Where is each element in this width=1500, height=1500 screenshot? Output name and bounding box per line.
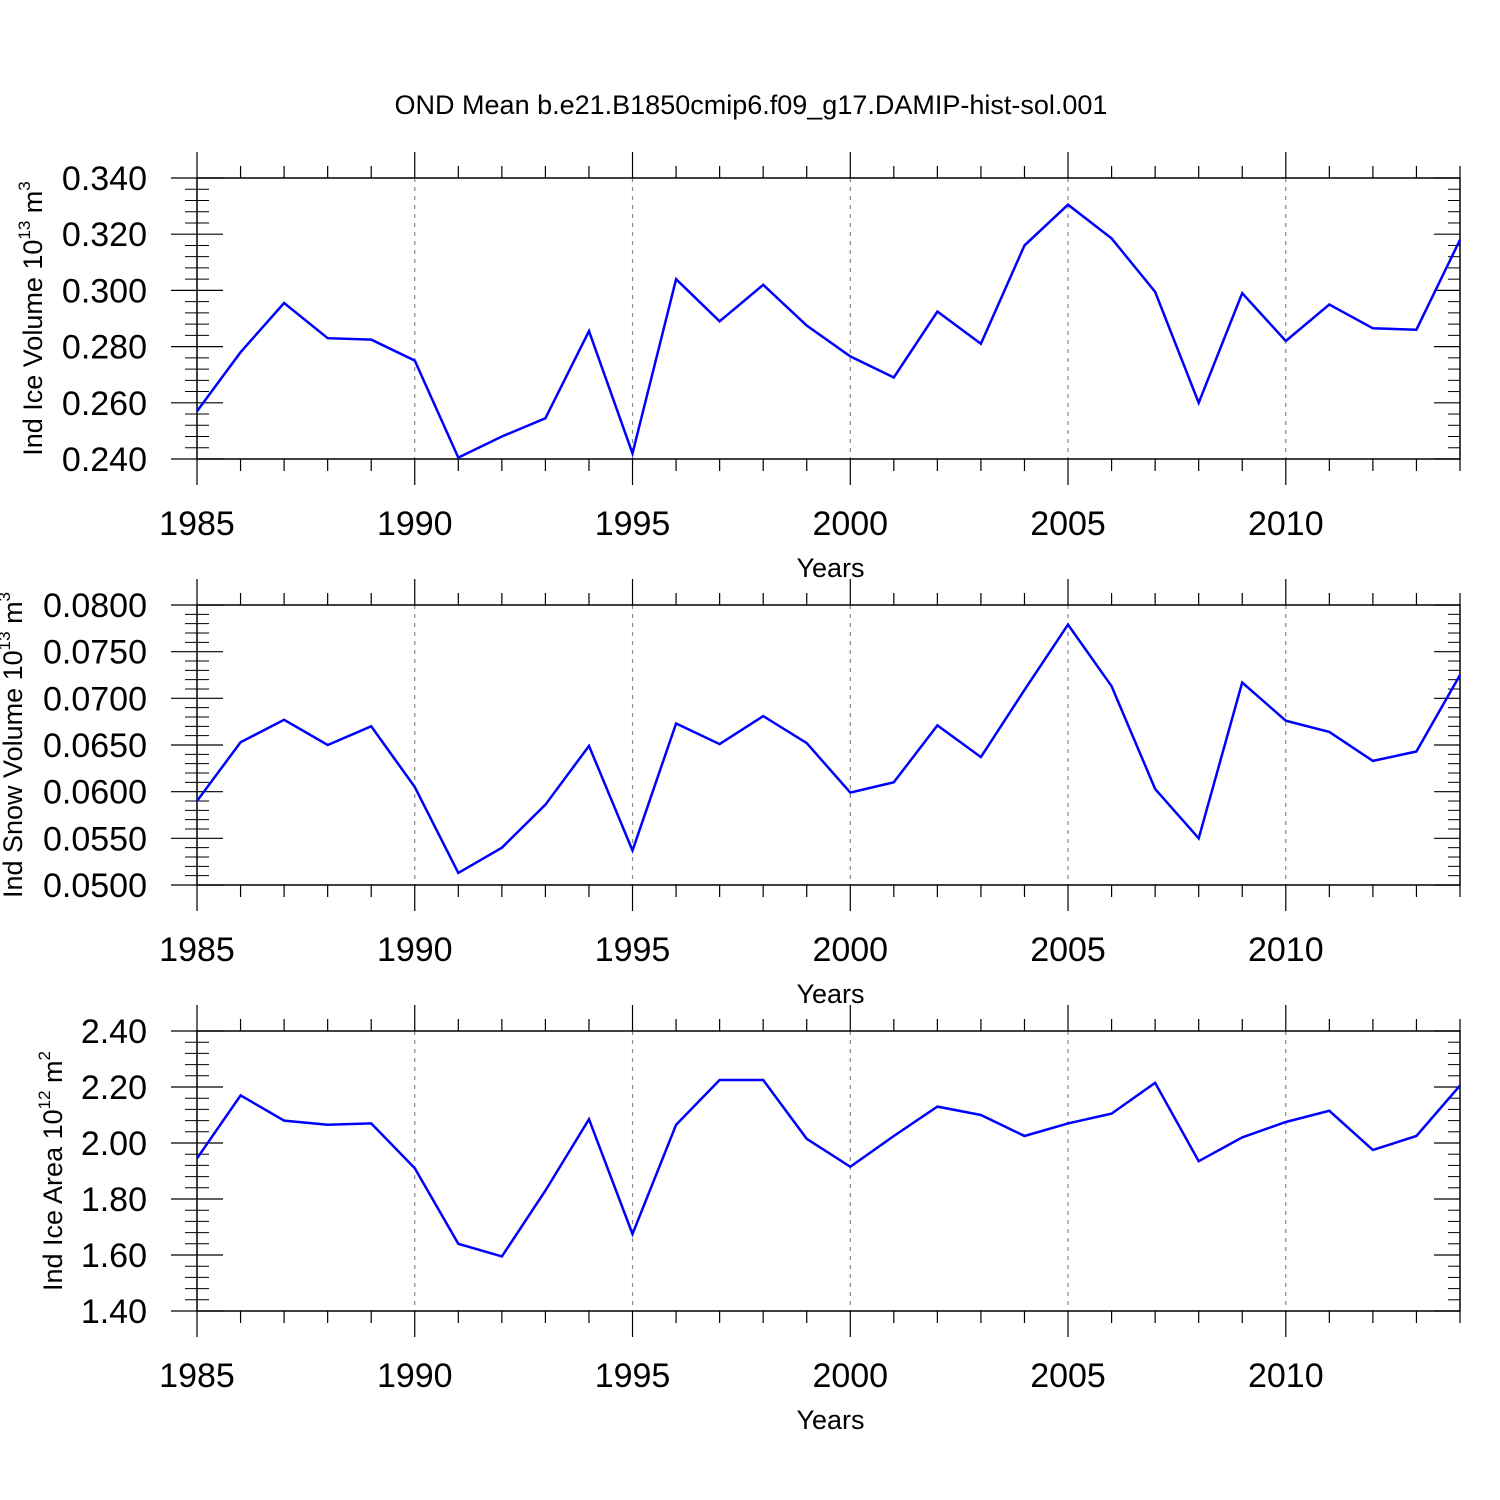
plot-frame bbox=[196, 604, 1461, 886]
x-tick-label: 1985 bbox=[159, 931, 235, 969]
x-tick-label: 1985 bbox=[159, 1357, 235, 1395]
y-tick-label: 2.40 bbox=[81, 1013, 147, 1051]
x-tick-label: 1990 bbox=[377, 931, 453, 969]
y-tick-label: 1.60 bbox=[81, 1237, 147, 1275]
x-tick-label: 2000 bbox=[812, 931, 888, 969]
chart-panel-3: 1.40 1.60 1.80 2.00 2.20 2.40 1985 1990 1995 2000… bbox=[35, 1005, 1461, 1435]
chart-panel-1: 0.240 0.260 0.280 0.300 0.320 0.340 1985 1990 19… bbox=[15, 152, 1462, 583]
x-tick-label: 2000 bbox=[812, 505, 888, 543]
series-line bbox=[195, 1078, 1461, 1258]
y-tick-label: 0.0800 bbox=[43, 587, 147, 625]
x-tick-label: 2010 bbox=[1248, 1357, 1324, 1395]
y-tick-label: 0.0600 bbox=[43, 774, 147, 812]
y-tick-label: 1.40 bbox=[81, 1293, 147, 1331]
x-axis-label: Years bbox=[796, 553, 864, 583]
y-tick-label: 0.0500 bbox=[43, 867, 147, 905]
x-axis-label: Years bbox=[796, 1405, 864, 1435]
x-tick-label: 1995 bbox=[595, 931, 671, 969]
x-tick-label: 2000 bbox=[812, 1357, 888, 1395]
x-tick-label: 1985 bbox=[159, 505, 235, 543]
x-tick-label: 2005 bbox=[1030, 505, 1106, 543]
y-tick-label: 0.0550 bbox=[43, 820, 147, 858]
y-axis-label: Ind Snow Volume 1013 m3 bbox=[0, 592, 28, 898]
x-tick-label: 1995 bbox=[595, 1357, 671, 1395]
x-tick-label: 2005 bbox=[1030, 931, 1106, 969]
y-tick-label: 0.260 bbox=[62, 385, 147, 423]
y-tick-label: 0.0750 bbox=[43, 634, 147, 672]
x-tick-label: 1990 bbox=[377, 1357, 453, 1395]
figure-title: OND Mean b.e21.B1850cmip6.f09_g17.DAMIP-… bbox=[395, 90, 1108, 120]
chart-panel-2: 0.0500 0.0550 0.0600 0.0650 0.0700 0.0750 0.08… bbox=[0, 579, 1462, 1009]
plot-frame bbox=[196, 1030, 1461, 1312]
y-tick-label: 1.80 bbox=[81, 1181, 147, 1219]
y-tick-label: 0.320 bbox=[62, 216, 147, 254]
x-axis-label: Years bbox=[796, 979, 864, 1009]
plot-frame bbox=[196, 177, 1461, 460]
x-tick-label: 1995 bbox=[595, 505, 671, 543]
y-tick-label: 0.0650 bbox=[43, 727, 147, 765]
y-tick-label: 0.300 bbox=[62, 272, 147, 310]
x-tick-label: 2010 bbox=[1248, 931, 1324, 969]
y-axis-label: Ind Ice Volume 1013 m3 bbox=[15, 181, 48, 456]
series-line bbox=[195, 622, 1462, 875]
y-tick-label: 0.240 bbox=[62, 441, 147, 479]
y-tick-label: 2.00 bbox=[81, 1125, 147, 1163]
series-line bbox=[195, 203, 1462, 460]
y-tick-label: 0.280 bbox=[62, 329, 147, 367]
x-tick-label: 2005 bbox=[1030, 1357, 1106, 1395]
x-tick-label: 2010 bbox=[1248, 505, 1324, 543]
x-tick-label: 1990 bbox=[377, 505, 453, 543]
y-axis-label: Ind Ice Area 1012 m2 bbox=[35, 1051, 68, 1291]
y-tick-label: 0.0700 bbox=[43, 680, 147, 718]
y-tick-label: 0.340 bbox=[62, 160, 147, 198]
y-tick-label: 2.20 bbox=[81, 1069, 147, 1107]
